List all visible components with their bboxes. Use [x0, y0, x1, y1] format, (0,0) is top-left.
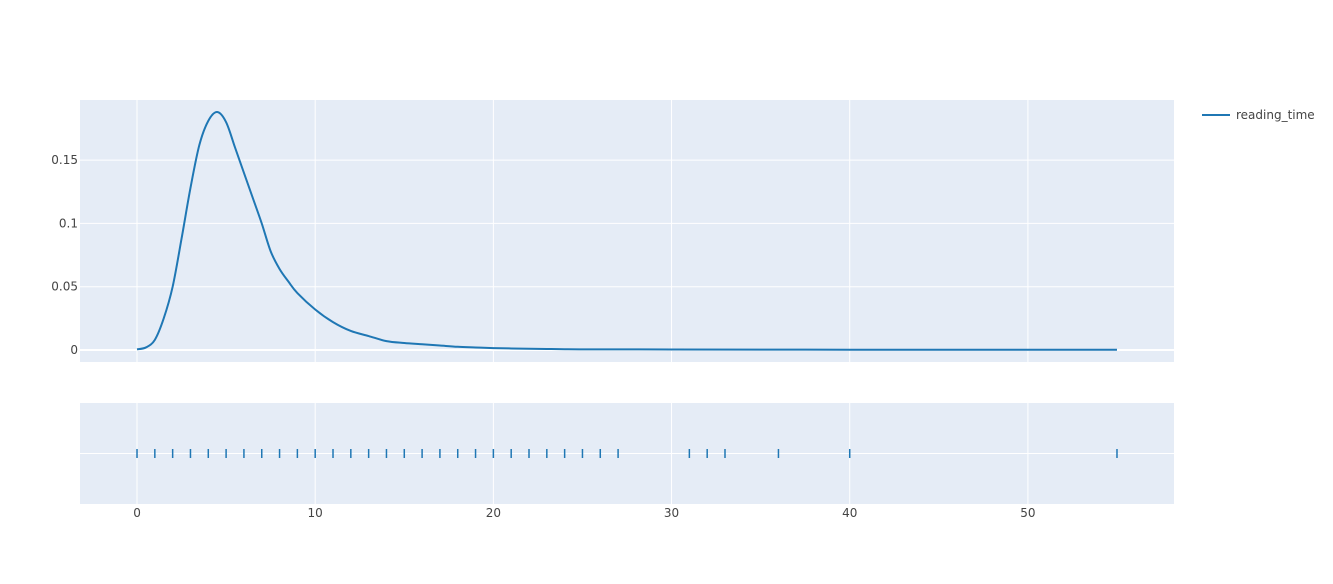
legend[interactable]: reading_time — [1202, 108, 1315, 122]
rug-marks — [136, 449, 1118, 458]
x-tick-label: 10 — [308, 506, 323, 520]
y-tick-label: 0.15 — [51, 153, 78, 167]
y-tick-label: 0.05 — [51, 280, 78, 294]
x-tick-label: 20 — [486, 506, 501, 520]
y-tick-label: 0.1 — [59, 216, 78, 230]
x-tick-label: 30 — [664, 506, 679, 520]
density-line — [136, 111, 1117, 351]
legend-label: reading_time — [1236, 108, 1315, 122]
y-tick-labels: 0 0.05 0.1 0.15 — [51, 153, 78, 357]
y-tick-label: 0 — [70, 343, 78, 357]
x-tick-label: 40 — [842, 506, 857, 520]
density-plot-area — [80, 100, 1174, 362]
x-tick-labels: 0 10 20 30 40 50 — [133, 506, 1035, 520]
x-tick-label: 50 — [1020, 506, 1035, 520]
x-tick-label: 0 — [133, 506, 141, 520]
